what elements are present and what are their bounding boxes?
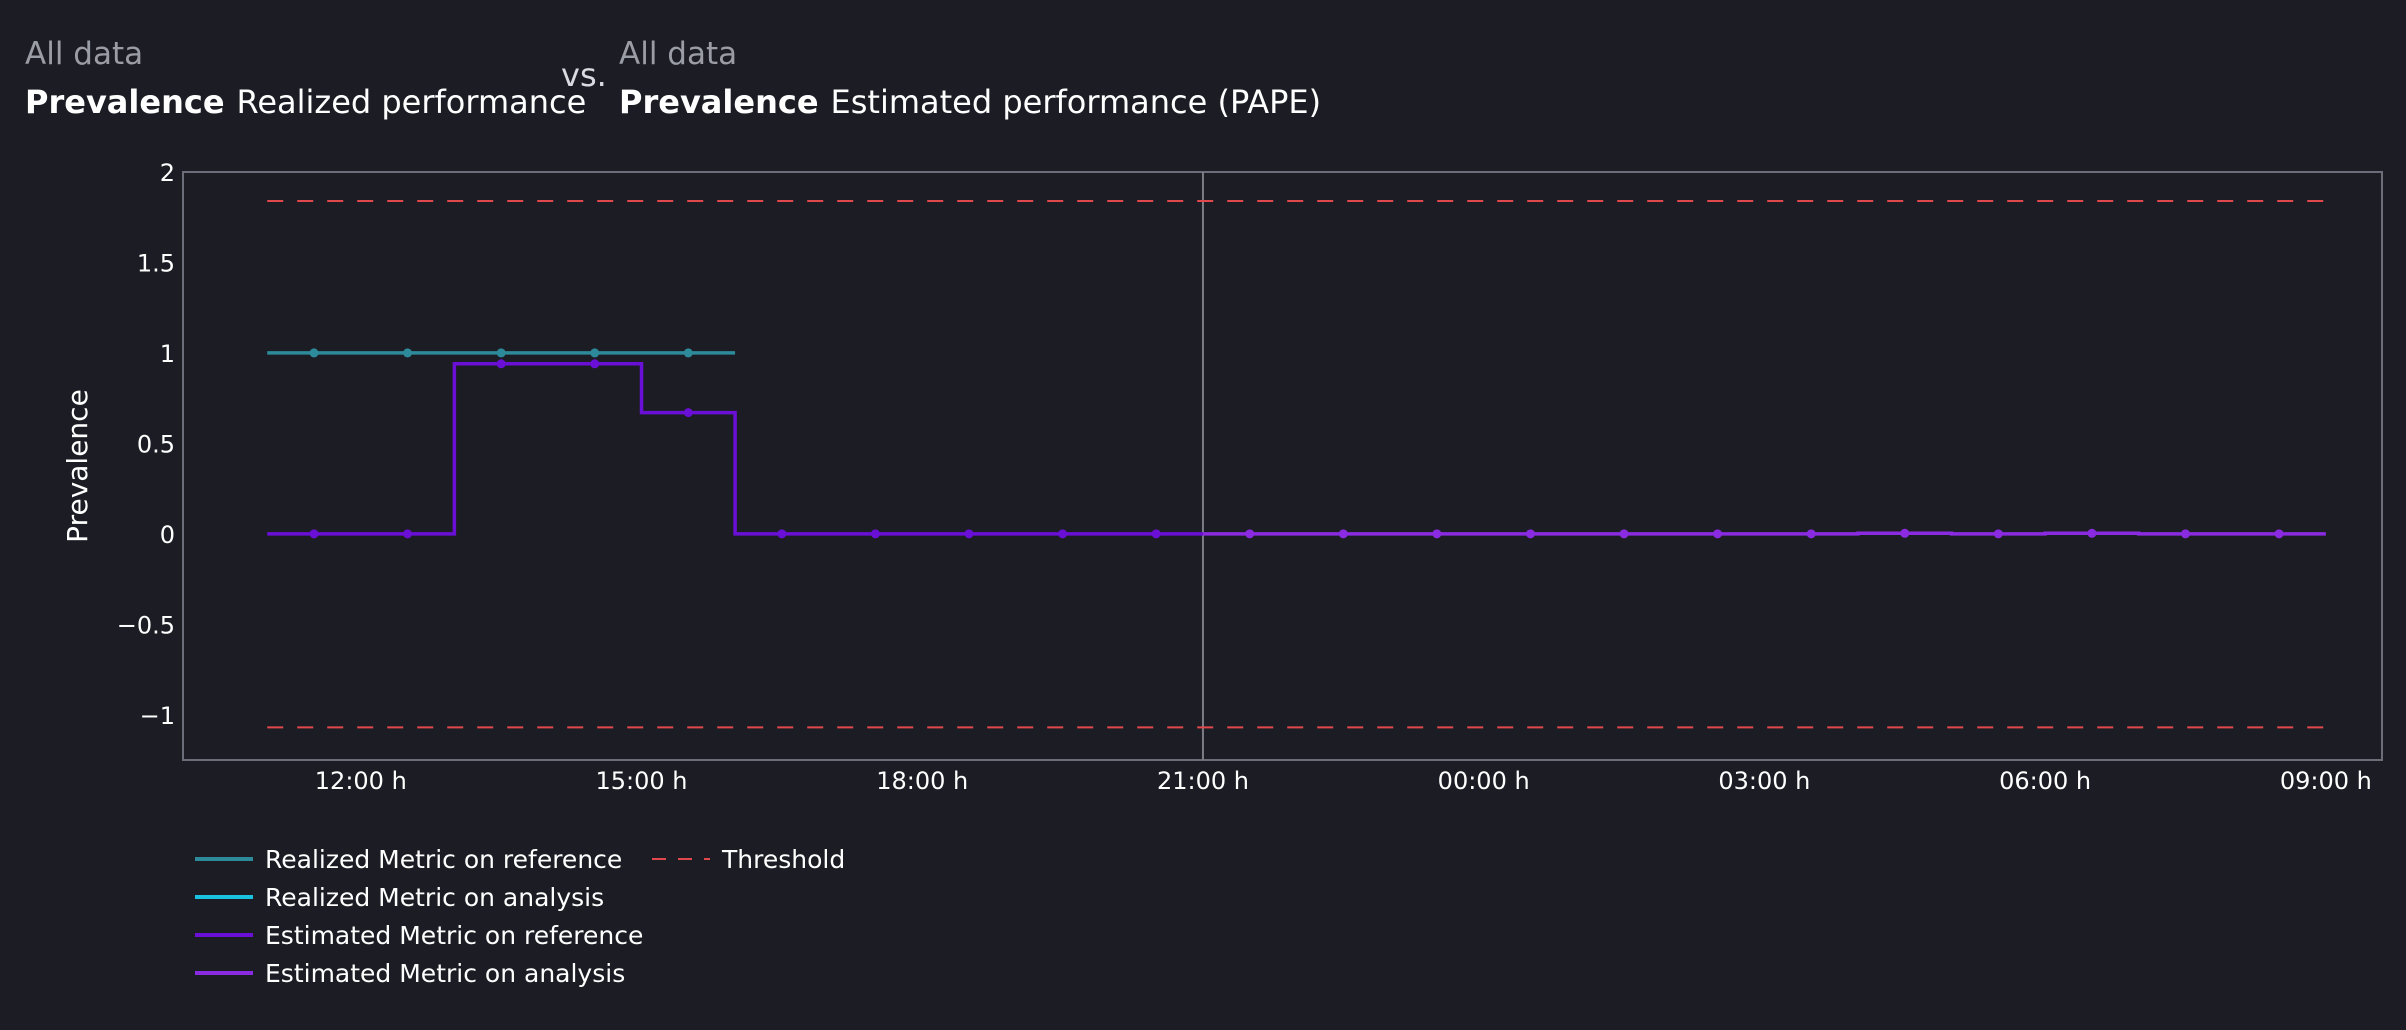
estimated-reference-point xyxy=(1058,529,1068,539)
estimated-segment-label: All data xyxy=(619,36,738,72)
estimated-reference-point xyxy=(964,529,974,539)
vs-label: vs. xyxy=(561,56,607,94)
chart-header: All data Prevalence Realized performance … xyxy=(25,30,1425,130)
estimated-reference-point xyxy=(496,359,506,369)
x-tick-label: 03:00 h xyxy=(1718,767,1810,795)
legend-estimated-analysis-label: Estimated Metric on analysis xyxy=(265,959,625,988)
x-tick-label: 06:00 h xyxy=(1999,767,2091,795)
y-tick-label: −1 xyxy=(140,702,175,730)
estimated-reference-point xyxy=(309,529,319,539)
estimated-analysis-point xyxy=(1993,529,2003,539)
estimated-reference-point xyxy=(590,359,600,369)
estimated-reference-line xyxy=(267,362,1203,536)
realized-reference-point xyxy=(403,348,413,358)
estimated-title: Prevalence Estimated performance (PAPE) xyxy=(619,78,1321,126)
estimated-analysis-point xyxy=(1338,529,1348,539)
y-axis-label: Prevalence xyxy=(61,389,94,543)
estimated-analysis-point xyxy=(2180,529,2190,539)
realized-reference-point xyxy=(590,348,600,358)
realized-segment-label: All data xyxy=(25,36,144,72)
estimated-reference-point xyxy=(870,529,880,539)
x-tick-label: 18:00 h xyxy=(876,767,968,795)
realized-reference-point xyxy=(683,348,693,358)
estimated-analysis-point xyxy=(1432,529,1442,539)
x-tick-label: 00:00 h xyxy=(1438,767,1530,795)
y-tick-label: 1 xyxy=(160,340,175,368)
realized-reference-point xyxy=(496,348,506,358)
estimated-header: All data Prevalence Estimated performance… xyxy=(619,30,1321,126)
realized-metric-name: Prevalence xyxy=(25,83,225,121)
estimated-analysis-point xyxy=(1619,529,1629,539)
estimated-reference-point xyxy=(403,529,413,539)
estimated-analysis-point xyxy=(1713,529,1723,539)
y-tick-label: −0.5 xyxy=(117,611,175,639)
estimated-analysis-point xyxy=(1806,529,1816,539)
realized-reference-point xyxy=(309,348,319,358)
estimated-analysis-point xyxy=(1525,529,1535,539)
estimated-analysis-point xyxy=(2087,528,2097,538)
realized-kind: Realized performance xyxy=(236,83,587,121)
x-tick-label: 09:00 h xyxy=(2280,767,2372,795)
x-tick-label: 15:00 h xyxy=(596,767,688,795)
legend-estimated-reference-label: Estimated Metric on reference xyxy=(265,921,643,950)
legend-realized-reference-label: Realized Metric on reference xyxy=(265,845,622,874)
estimated-reference-point xyxy=(683,408,693,418)
y-tick-label: 2 xyxy=(160,159,175,187)
plot-frame xyxy=(182,171,2383,761)
estimated-reference-point xyxy=(1151,529,1161,539)
y-tick-label: 0 xyxy=(160,521,175,549)
x-tick-label: 21:00 h xyxy=(1157,767,1249,795)
realized-header: All data Prevalence Realized performance xyxy=(25,30,586,126)
x-tick-label: 12:00 h xyxy=(315,767,407,795)
y-tick-label: 0.5 xyxy=(137,430,175,458)
estimated-kind: Estimated performance (PAPE) xyxy=(830,83,1322,121)
estimated-analysis-point xyxy=(2274,529,2284,539)
estimated-analysis-point xyxy=(1245,529,1255,539)
realized-title: Prevalence Realized performance xyxy=(25,78,586,126)
y-tick-label: 1.5 xyxy=(137,249,175,277)
estimated-analysis-line xyxy=(1202,531,2326,536)
legend-threshold-label: Threshold xyxy=(721,845,845,874)
estimated-metric-name: Prevalence xyxy=(619,83,819,121)
estimated-analysis-point xyxy=(1900,528,1910,538)
estimated-reference-point xyxy=(777,529,787,539)
legend-realized-analysis-label: Realized Metric on analysis xyxy=(265,883,604,912)
